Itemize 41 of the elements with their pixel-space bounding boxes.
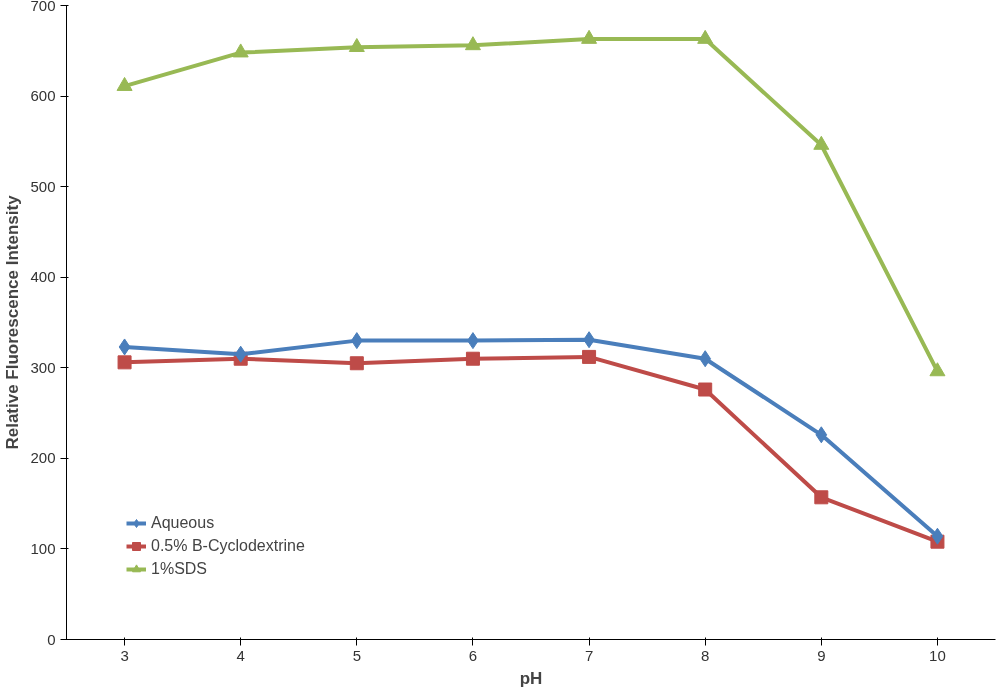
y-tick-label: 600 xyxy=(30,87,56,105)
point xyxy=(232,43,249,58)
x-tick-label: 4 xyxy=(236,646,245,664)
x-tick-label: 8 xyxy=(701,646,710,664)
x-tick-label: 7 xyxy=(584,646,594,664)
x-tick-label: 5 xyxy=(352,646,361,664)
point xyxy=(118,338,131,356)
legend-label: 0.5% B-Cyclodextrine xyxy=(151,537,305,555)
point xyxy=(582,349,597,364)
x-tick-label: 3 xyxy=(120,646,129,664)
point xyxy=(815,426,828,444)
point xyxy=(348,38,365,52)
point xyxy=(465,351,480,366)
point xyxy=(814,490,829,505)
y-tick-label: 700 xyxy=(30,0,56,14)
x-tick-label: 10 xyxy=(929,646,946,664)
point xyxy=(464,36,481,51)
y-tick-label: 100 xyxy=(30,539,56,557)
point xyxy=(581,29,598,44)
point xyxy=(929,362,946,377)
x-axis-title: pH xyxy=(519,668,543,688)
x-tick-label: 9 xyxy=(817,646,826,664)
point xyxy=(117,355,132,370)
point xyxy=(116,76,133,91)
y-axis-title: Relative Fluorescence Intensity xyxy=(3,194,23,450)
point xyxy=(350,332,363,350)
legend-label: 1%SDS xyxy=(151,560,208,578)
point xyxy=(349,356,364,371)
legend-label: Aqueous xyxy=(151,514,215,532)
y-tick-label: 200 xyxy=(30,449,56,467)
point xyxy=(931,527,944,545)
x-tick-label: 6 xyxy=(468,646,478,664)
y-tick-label: 400 xyxy=(30,268,56,286)
point xyxy=(697,29,714,44)
point xyxy=(698,382,713,397)
y-tick-label: 500 xyxy=(30,177,56,195)
point xyxy=(234,345,247,363)
point xyxy=(699,350,712,368)
y-tick-label: 0 xyxy=(47,630,56,648)
y-tick-label: 300 xyxy=(30,358,56,376)
point xyxy=(813,135,830,150)
